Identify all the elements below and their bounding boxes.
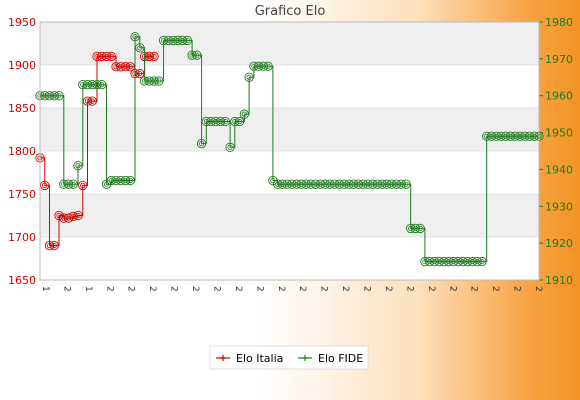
data-point <box>196 138 207 149</box>
x-tick-label: 2 <box>512 286 522 292</box>
grid-band <box>40 237 539 280</box>
grid-band <box>40 65 539 108</box>
x-tick-label: 2 <box>469 286 479 292</box>
chart-title: Grafico Elo <box>255 4 326 19</box>
y-left-tick-label: 1800 <box>8 145 36 158</box>
y-right-tick-label: 1960 <box>545 90 573 103</box>
data-point <box>415 223 425 234</box>
data-point <box>78 180 88 191</box>
data-point <box>97 80 107 90</box>
grid-bands <box>40 22 539 280</box>
x-tick-labels: 1 2 1 2 2 2 2 2 2 2 2 2 2 2 2 2 2 2 2 2 2 2 2 2 <box>40 286 543 292</box>
y-right-tick-label: 1910 <box>545 274 573 287</box>
data-point <box>125 62 135 72</box>
data-point <box>154 76 164 86</box>
series-layer <box>35 32 544 267</box>
x-tick-label: 1 <box>40 286 50 292</box>
x-tick-label: 2 <box>211 286 221 292</box>
data-point <box>182 35 192 46</box>
grid-band <box>40 108 539 151</box>
y-right-tick-labels: 1910 1920 1930 1940 1950 1960 1970 1980 <box>539 16 573 287</box>
data-point <box>220 116 230 127</box>
legend-marker-elo-italia <box>220 355 226 361</box>
data-point <box>40 180 50 191</box>
legend-label-elo-fide: Elo FIDE <box>318 352 363 365</box>
x-tick-label: 2 <box>254 286 264 292</box>
x-tick-label: 2 <box>319 286 329 292</box>
x-tick-label: 2 <box>447 286 457 292</box>
y-right-tick-label: 1950 <box>545 127 573 140</box>
legend-label-elo-italia: Elo Italia <box>236 352 283 365</box>
data-point <box>130 32 140 42</box>
x-tick-label: 2 <box>362 286 372 292</box>
y-right-tick-label: 1920 <box>545 237 573 250</box>
data-point <box>73 161 83 171</box>
y-left-tick-label: 1650 <box>8 274 36 287</box>
data-point <box>87 96 97 106</box>
data-point <box>239 109 250 119</box>
x-tick-label: 2 <box>104 286 114 292</box>
y-left-tick-label: 1700 <box>8 231 36 244</box>
data-point <box>263 61 273 71</box>
data-point <box>54 91 64 101</box>
y-right-tick-label: 1980 <box>545 16 573 29</box>
y-left-tick-labels: 1650 1700 1750 1800 1850 1900 1950 <box>8 16 36 287</box>
x-tick-label: 2 <box>190 286 200 292</box>
data-point <box>49 240 59 251</box>
data-point <box>225 142 235 152</box>
series-elo-fide <box>35 32 544 267</box>
data-point <box>149 51 159 62</box>
data-point <box>63 213 74 223</box>
x-tick-label: 2 <box>147 286 157 292</box>
x-tick-label: 2 <box>297 286 307 292</box>
data-point <box>68 211 78 222</box>
grid-band <box>40 194 539 237</box>
x-tick-label: 2 <box>126 286 136 292</box>
x-tick-label: 2 <box>404 286 414 292</box>
y-left-tick-label: 1900 <box>8 59 36 72</box>
data-point <box>68 179 78 189</box>
x-tick-label: 2 <box>383 286 393 292</box>
data-point <box>135 43 145 53</box>
y-right-tick-label: 1970 <box>545 53 573 66</box>
data-point <box>477 256 487 267</box>
legend: Elo Italia Elo FIDE <box>209 345 369 370</box>
data-point <box>106 51 116 62</box>
x-tick-label: 2 <box>233 286 243 292</box>
data-point <box>234 116 245 127</box>
grid-band <box>40 22 539 65</box>
x-tick-label: 2 <box>426 286 436 292</box>
data-point <box>135 68 145 79</box>
data-point <box>244 72 254 82</box>
grid-band <box>40 151 539 194</box>
x-tick-label: 2 <box>276 286 286 292</box>
x-tick-label: 2 <box>490 286 500 292</box>
y-left-tick-label: 1950 <box>8 16 36 29</box>
y-left-tick-label: 1850 <box>8 102 36 115</box>
x-tick-label: 2 <box>61 286 71 292</box>
x-tick-label: 2 <box>169 286 179 292</box>
x-tick-label: 2 <box>533 286 543 292</box>
legend-marker-elo-fide <box>302 355 308 361</box>
x-tick-label: 1 <box>83 286 93 292</box>
plot-border <box>39 21 540 281</box>
y-left-tick-label: 1750 <box>8 188 36 201</box>
legend-box <box>209 345 369 370</box>
data-point <box>73 210 83 221</box>
y-right-tick-label: 1940 <box>545 163 573 176</box>
data-point <box>125 175 135 186</box>
data-point <box>192 50 202 60</box>
data-point <box>54 210 64 221</box>
y-right-tick-label: 1930 <box>545 200 573 213</box>
x-tick-label: 2 <box>340 286 350 292</box>
data-point <box>401 179 411 189</box>
